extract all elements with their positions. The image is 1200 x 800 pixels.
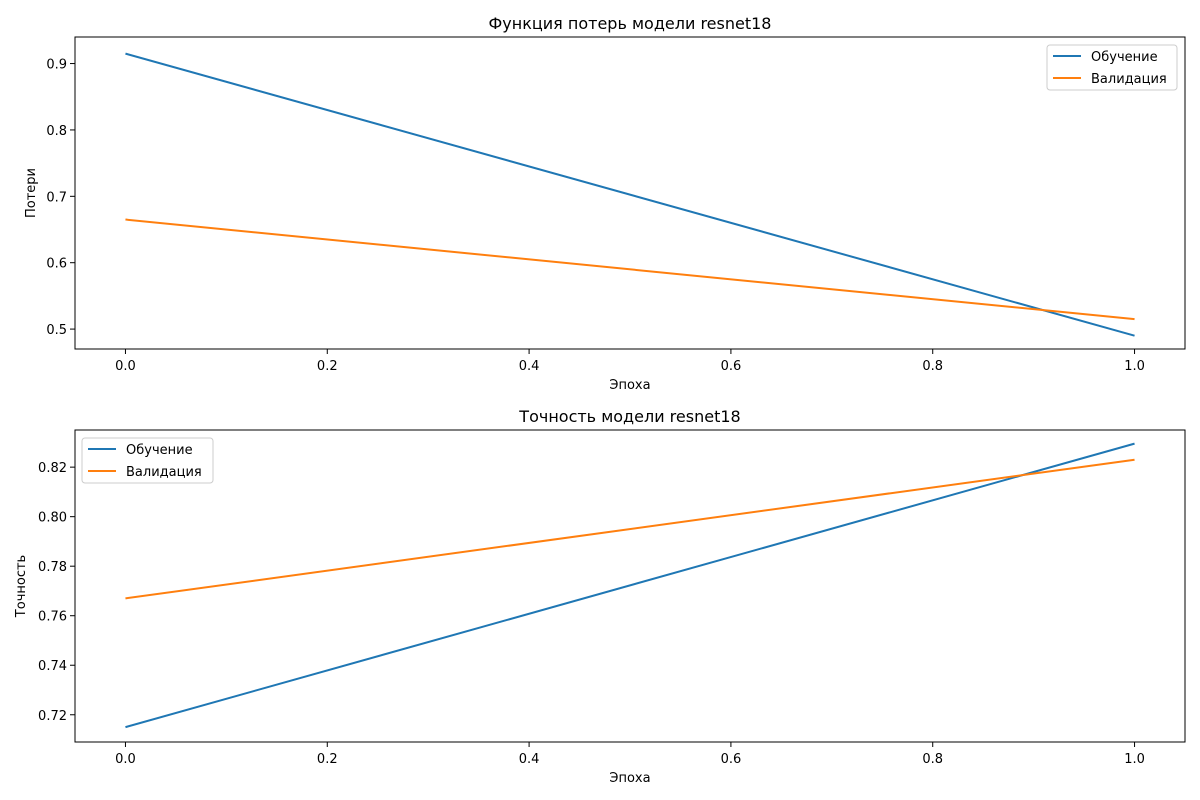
accuracy-series-line-0 <box>125 442 1135 729</box>
accuracy-plot-area: 0.0 0.2 0.4 0.6 0.8 1.0 0.72 0.74 0.76 0.78 0.80 0.… <box>38 429 1186 767</box>
accuracy-y-axis-label: Точность <box>14 555 29 618</box>
accuracy-y-tick-label-4: 0.80 <box>38 511 67 526</box>
accuracy-legend-label-0: Обучение <box>126 443 193 458</box>
loss-x-tick-label-1: 0.2 <box>317 359 338 374</box>
accuracy-legend-label-1: Валидация <box>126 465 202 480</box>
accuracy-y-tick-label-2: 0.76 <box>38 610 67 625</box>
loss-y-tick-label-3: 0.8 <box>46 124 67 139</box>
loss-x-tick-label-3: 0.6 <box>721 359 742 374</box>
loss-x-tick-label-2: 0.4 <box>519 359 540 374</box>
loss-legend-label-0: Обучение <box>1091 50 1158 65</box>
accuracy-y-tick-label-3: 0.78 <box>38 560 67 575</box>
accuracy-axes-frame <box>74 429 1186 743</box>
loss-chart-title: Функция потерь модели resnet18 <box>489 14 772 33</box>
accuracy-y-tick-label-5: 0.82 <box>38 461 67 476</box>
loss-y-axis-label: Потери <box>24 168 39 218</box>
accuracy-x-axis-label: Эпоха <box>609 771 650 786</box>
loss-axes-frame <box>74 36 1186 350</box>
accuracy-x-tick-label-1: 0.2 <box>317 752 338 767</box>
accuracy-x-tick-label-2: 0.4 <box>519 752 540 767</box>
accuracy-chart-title: Точность модели resnet18 <box>518 407 740 426</box>
accuracy-y-tick-label-1: 0.74 <box>38 659 67 674</box>
loss-legend-label-1: Валидация <box>1091 72 1167 87</box>
accuracy-x-tick-label-3: 0.6 <box>721 752 742 767</box>
accuracy-series-line-1 <box>125 458 1135 600</box>
loss-x-tick-label-0: 0.0 <box>115 359 136 374</box>
loss-x-tick-label-4: 0.8 <box>922 359 943 374</box>
accuracy-x-tick-label-4: 0.8 <box>922 752 943 767</box>
loss-series-line-1 <box>125 218 1135 321</box>
loss-series-line-0 <box>125 52 1135 337</box>
accuracy-x-tick-label-0: 0.0 <box>115 752 136 767</box>
accuracy-x-tick-label-5: 1.0 <box>1124 752 1145 767</box>
loss-y-tick-label-1: 0.6 <box>46 257 67 272</box>
accuracy-legend: Обучение Валидация <box>81 437 214 484</box>
loss-plot-area: 0.0 0.2 0.4 0.6 0.8 1.0 0.5 0.6 0.7 0.8 0.9 <box>46 36 1186 374</box>
loss-y-tick-label-4: 0.9 <box>46 58 67 73</box>
loss-y-tick-label-2: 0.7 <box>46 190 67 205</box>
loss-legend: Обучение Валидация <box>1046 44 1178 91</box>
loss-chart: Функция потерь модели resnet18 0.0 0.2 0.4… <box>24 14 1186 393</box>
loss-y-tick-label-0: 0.5 <box>46 323 67 338</box>
accuracy-y-tick-label-0: 0.72 <box>38 709 67 724</box>
loss-x-tick-label-5: 1.0 <box>1124 359 1145 374</box>
loss-x-axis-label: Эпоха <box>609 378 650 393</box>
accuracy-chart: Точность модели resnet18 0.0 0.2 0.4 0.6 0.8… <box>14 407 1186 786</box>
